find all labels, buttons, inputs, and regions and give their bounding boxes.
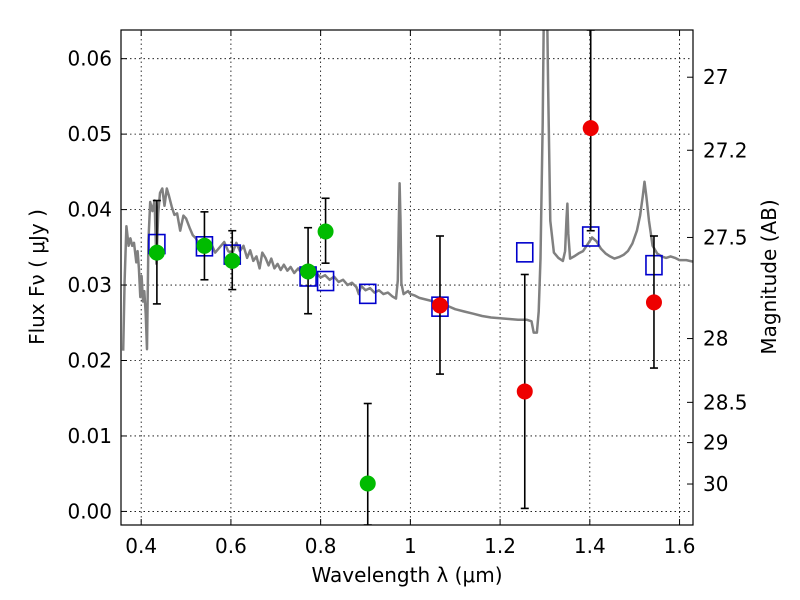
y-tick-label: 0.03 [67,273,112,297]
red-data-point [582,120,599,137]
green-data-point [224,252,241,269]
y2-tick-label: 30 [703,472,728,496]
x-tick-label: 0.4 [125,534,157,558]
y2-tick-label: 29 [703,431,728,455]
y2-tick-label: 28.5 [703,390,748,414]
model-spectrum-layer [121,30,693,351]
plot-frame [120,29,694,526]
x-tick-label: 0.6 [215,534,247,558]
red-data-point [645,294,662,311]
model-flux-box [316,270,335,292]
grid-lines [121,30,693,525]
y-axis-label: Flux Fν ( μJy ) [25,209,49,345]
y-tick-label: 0.02 [67,349,112,373]
y-tick-label: 0.05 [67,122,112,146]
y2-tick-label: 27.5 [703,225,748,249]
model-flux-box [515,242,534,263]
x-tick-label: 1.6 [664,534,696,558]
y-tick-label: 0.04 [67,198,112,222]
data-markers-layer [148,30,663,525]
green-data-point [359,475,376,492]
green-data-point [196,237,213,254]
model-flux-box [358,283,377,305]
y2-tick-label: 28 [703,327,728,351]
y-tick-label: 0.01 [67,424,112,448]
axis-ticks: 0.4 0.6 0.8 1 1.2 1.4 1.6 0.00 0.01 0.02 0.03 0.04 0… [67,30,748,558]
x-tick-label: 1.4 [574,534,606,558]
red-data-point [516,383,533,400]
x-tick-label: 1.2 [484,534,516,558]
y-tick-label: 0.06 [67,47,112,71]
green-data-point [317,223,334,240]
y-tick-label: 0.00 [67,499,112,523]
y2-tick-label: 27.2 [703,138,748,162]
x-axis-label: Wavelength λ (μm) [311,563,502,587]
x-tick-label: 1 [404,534,417,558]
y2-axis-label: Magnitude (AB) [757,199,781,354]
y2-tick-label: 27 [703,65,728,89]
model-spectrum-line [121,30,693,351]
green-data-point [300,263,317,280]
green-data-point [148,244,165,261]
x-tick-label: 0.8 [305,534,337,558]
red-data-point [431,297,448,314]
